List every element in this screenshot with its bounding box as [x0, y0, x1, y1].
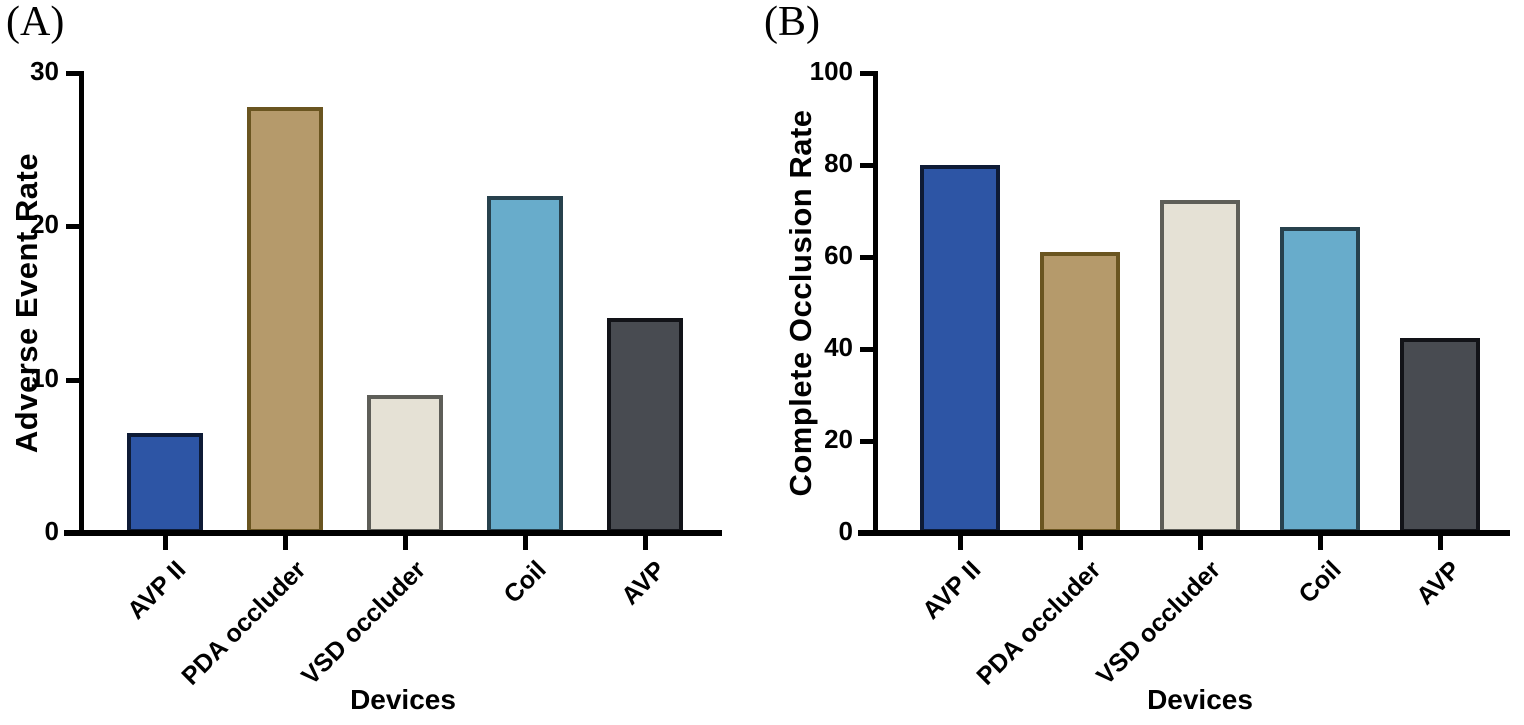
y-tick-label: 40 [824, 332, 853, 362]
panel-label: (B) [764, 0, 820, 45]
x-axis-line [64, 530, 722, 536]
x-axis-line [858, 530, 1510, 536]
y-tick-label: 60 [824, 240, 853, 270]
category-label: AVP II [917, 555, 987, 625]
y-tick [860, 439, 873, 444]
bar [367, 395, 443, 533]
x-tick [958, 536, 963, 550]
y-tick-label: 10 [30, 362, 59, 393]
x-tick [403, 536, 408, 550]
y-tick-label: 30 [30, 56, 59, 86]
y-axis-line [79, 71, 84, 536]
y-tick [860, 163, 873, 168]
bar [1280, 227, 1360, 533]
y-axis-line [873, 71, 878, 536]
y-tick [66, 224, 79, 230]
category-label: PDA occluder [971, 555, 1107, 691]
category-label: Coil [1293, 555, 1347, 609]
x-axis-title: Devices [350, 684, 456, 715]
y-tick-label: 20 [30, 209, 59, 240]
x-tick [643, 536, 648, 550]
x-tick [1318, 536, 1323, 550]
bar [1160, 199, 1240, 533]
bar [1400, 337, 1480, 533]
bar [920, 165, 1000, 533]
category-label: AVP [1411, 555, 1467, 611]
y-tick-label: 0 [44, 516, 59, 546]
category-label: VSD occluder [1091, 555, 1227, 691]
y-tick [860, 347, 873, 352]
x-tick [523, 536, 528, 550]
x-axis-title: Devices [1147, 684, 1253, 715]
y-tick [66, 71, 79, 76]
x-tick [1078, 536, 1083, 550]
y-tick-label: 20 [824, 424, 853, 454]
bar [1040, 252, 1120, 533]
y-tick-label: 0 [838, 516, 853, 546]
y-tick [860, 71, 873, 76]
bar [487, 195, 563, 533]
x-tick [1198, 536, 1203, 550]
y-tick [66, 377, 79, 383]
y-tick [860, 255, 873, 260]
panel-label: (A) [6, 0, 65, 45]
x-tick [163, 536, 168, 550]
y-tick-label: 80 [824, 148, 853, 178]
y-tick-label: 100 [809, 56, 853, 86]
bar [127, 433, 203, 533]
x-tick [1438, 536, 1443, 550]
x-tick [283, 536, 288, 550]
bar [247, 106, 323, 533]
